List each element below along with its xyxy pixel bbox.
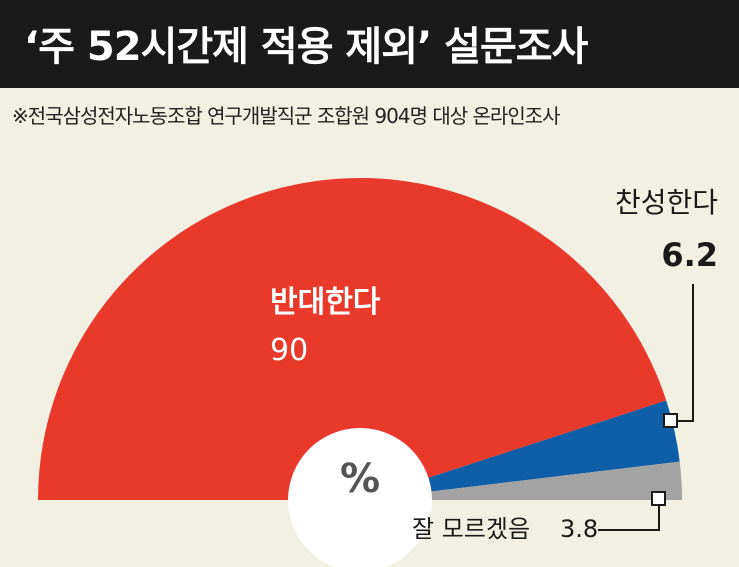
center-hole bbox=[288, 428, 432, 567]
unit-label: % bbox=[340, 456, 380, 502]
slice-oppose bbox=[38, 178, 667, 500]
leader-marker-agree bbox=[663, 413, 678, 428]
leader-line-agree bbox=[671, 284, 694, 422]
slice-value-oppose: 90 bbox=[270, 333, 308, 368]
leader-line-unsure bbox=[598, 500, 660, 531]
slice-value-agree: 6.2 bbox=[661, 236, 718, 274]
title-bar: ‘주 52시간제 적용 제외’ 설문조사 bbox=[0, 0, 739, 88]
slice-value-unsure: 3.8 bbox=[560, 515, 598, 543]
slice-label-agree: 찬성한다 bbox=[615, 186, 718, 219]
slice-agree bbox=[360, 400, 680, 500]
chart-title: ‘주 52시간제 적용 제외’ 설문조사 bbox=[24, 24, 588, 70]
slice-unsure bbox=[360, 461, 682, 500]
leader-marker-unsure bbox=[651, 491, 666, 506]
slice-label-unsure: 잘 모르겠음 bbox=[412, 515, 530, 543]
chart-subtitle: ※전국삼성전자노동조합 연구개발직군 조합원 904명 대상 온라인조사 bbox=[12, 104, 561, 128]
slice-label-oppose: 반대한다 bbox=[270, 285, 381, 320]
